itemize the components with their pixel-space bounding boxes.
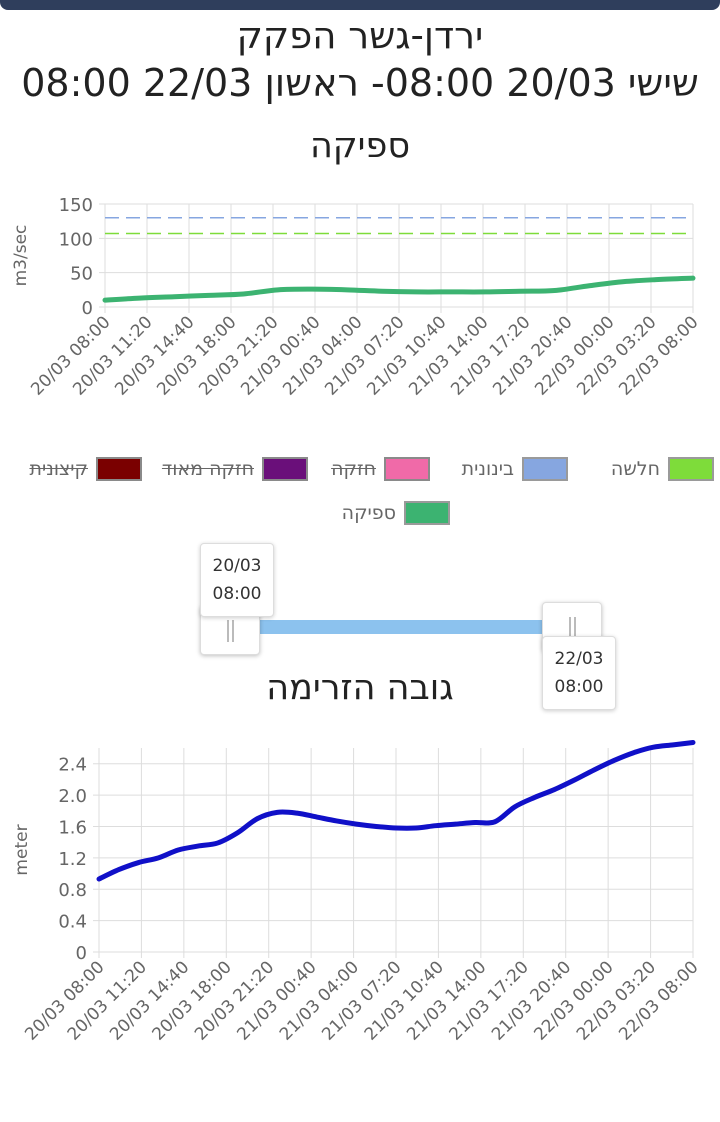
y-tick-label: 0.8 <box>58 880 87 901</box>
y-tick-label: 0 <box>76 943 87 964</box>
slider-start-time: 08:00 <box>212 584 262 604</box>
legend-label: חלשה <box>610 458 660 480</box>
slider-start-date: 20/03 <box>212 556 262 576</box>
y-tick-label: 150 <box>59 195 93 216</box>
legend-swatch <box>404 501 450 525</box>
legend-label: בינונית <box>461 458 514 480</box>
series-line <box>96 740 696 882</box>
y-tick-label: 1.6 <box>58 817 87 838</box>
series-line <box>102 275 696 303</box>
y-tick-label: 0.4 <box>58 912 87 933</box>
y-tick-label: 2.0 <box>58 786 87 807</box>
slider-end-time: 08:00 <box>554 677 604 697</box>
legend-label: חזקה <box>331 458 376 480</box>
station-title: ירדן-גשר הפקק <box>236 14 484 57</box>
legend-item[interactable]: חזקה מאוד <box>162 457 308 481</box>
top-bar <box>0 0 720 10</box>
slider-start-tooltip: 20/03 08:00 <box>200 543 274 617</box>
y-tick-label: 2.4 <box>58 755 87 776</box>
legend-swatch <box>262 457 308 481</box>
legend-swatch <box>384 457 430 481</box>
y-tick-label: 50 <box>70 264 93 285</box>
y-axis-label: m3/sec <box>11 225 31 287</box>
legend-swatch <box>522 457 568 481</box>
y-tick-label: 1.2 <box>58 849 87 870</box>
y-axis-label: meter <box>12 824 32 875</box>
legend-item[interactable]: ספיקה <box>342 501 450 525</box>
legend-swatch <box>96 457 142 481</box>
legend-item[interactable]: קיצונית <box>29 457 142 481</box>
legend-item[interactable]: בינונית <box>462 457 568 481</box>
y-tick-label: 0 <box>82 298 93 319</box>
range-slider-track[interactable] <box>230 620 572 634</box>
legend-label: ספיקה <box>341 502 396 524</box>
level-chart-title: גובה הזרימה <box>266 668 454 708</box>
legend-item[interactable]: חלשה <box>611 457 714 481</box>
flow-chart-title: ספיקה <box>309 126 411 166</box>
legend-label: חזקה מאוד <box>161 458 254 480</box>
legend: קיצונית חזקה מאוד חזקה בינונית חלשה ספיקה <box>0 455 720 535</box>
legend-swatch <box>668 457 714 481</box>
date-range: שישי 20/03 08:00- ראשון 22/03 08:00 <box>21 61 699 105</box>
slider-end-date: 22/03 <box>554 649 604 669</box>
slider-end-tooltip: 22/03 08:00 <box>542 636 616 710</box>
y-tick-label: 100 <box>59 229 93 250</box>
legend-item[interactable]: חזקה <box>331 457 430 481</box>
legend-label: קיצונית <box>29 458 88 480</box>
